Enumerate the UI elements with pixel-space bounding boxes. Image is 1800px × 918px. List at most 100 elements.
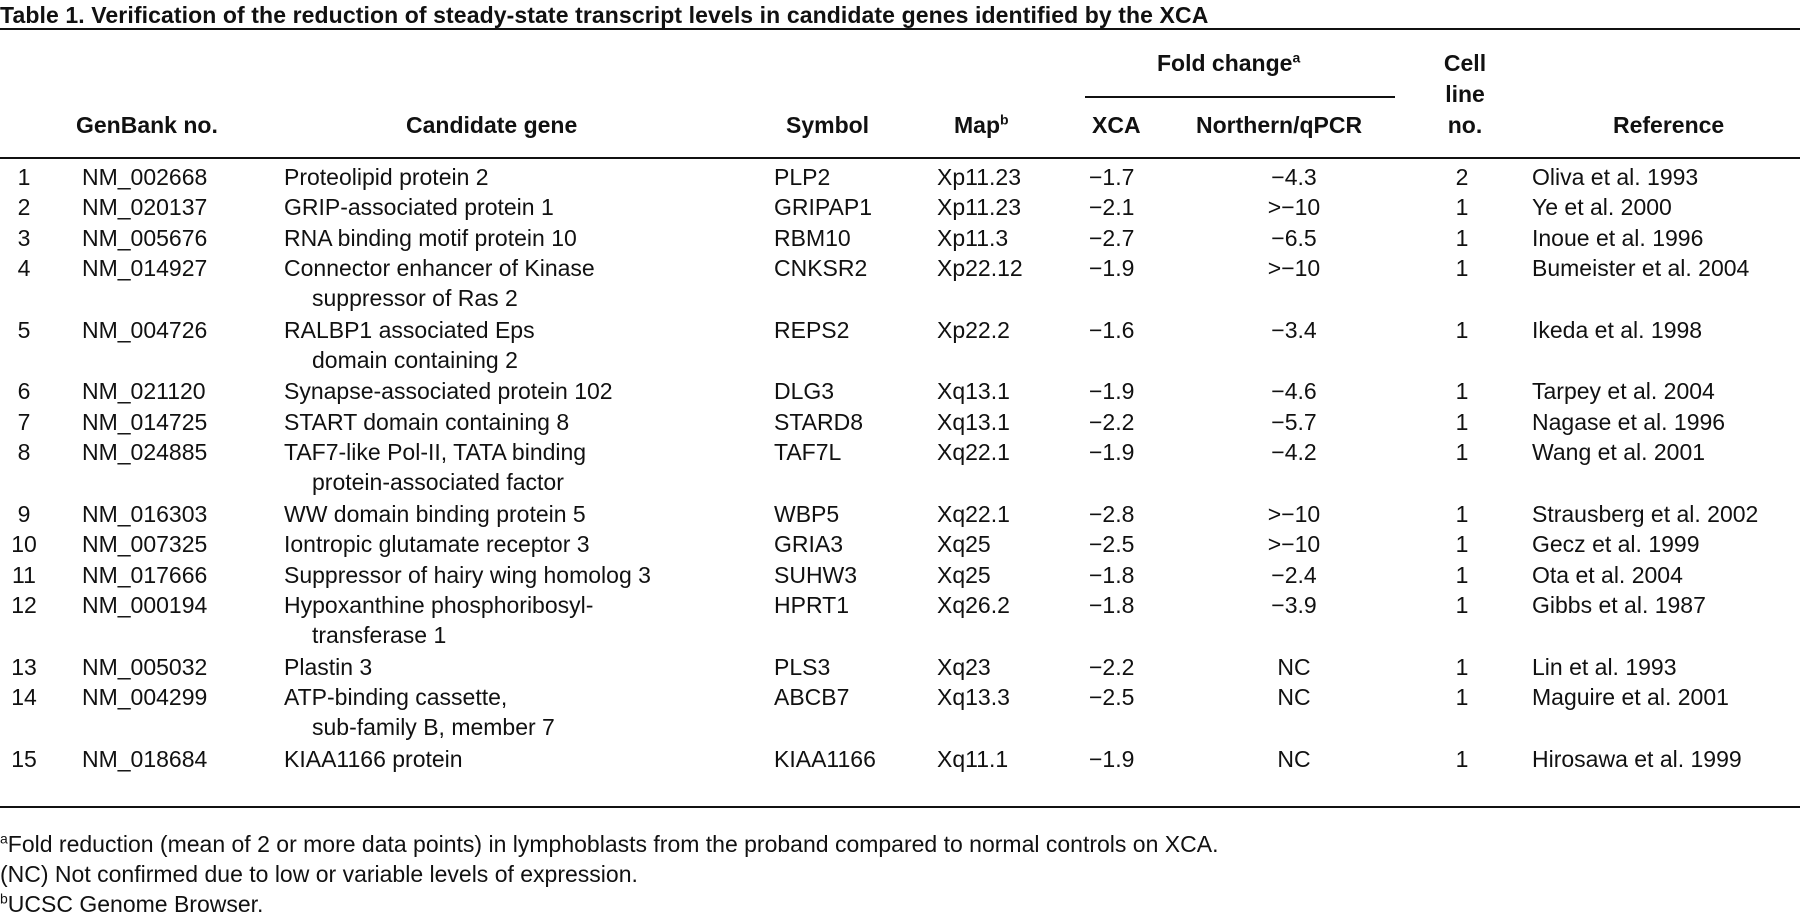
cell-genbank: NM_002668 [82, 164, 208, 190]
cell-reference: Oliva et al. 1993 [1532, 164, 1699, 190]
cell-candidate-gene: Connector enhancer of Kinase suppressor o… [284, 253, 595, 313]
cell-reference: Gibbs et al. 1987 [1532, 592, 1706, 618]
cell-genbank: NM_014927 [82, 255, 208, 281]
candidate-gene-line: Proteolipid protein 2 [284, 164, 489, 190]
footnote-b: bUCSC Genome Browser. [0, 891, 263, 918]
cell-map: Xp11.3 [937, 225, 1009, 251]
cell-cell-line: 1 [1455, 194, 1469, 220]
cell-cell-line: 1 [1455, 409, 1469, 435]
cell-map: Xq22.1 [937, 439, 1010, 465]
cell-row-number: 8 [17, 439, 31, 465]
cell-candidate-gene: TAF7-like Pol-II, TATA binding protein-as… [284, 437, 586, 497]
cell-xca: −1.8 [1089, 592, 1135, 618]
cell-symbol: KIAA1166 [774, 746, 876, 772]
candidate-gene-continuation: domain containing 2 [312, 347, 518, 373]
candidate-gene-line: Hypoxanthine phosphoribosyl- [284, 592, 594, 618]
cell-map: Xq26.2 [937, 592, 1010, 618]
cell-symbol: REPS2 [774, 317, 850, 343]
cell-genbank: NM_018684 [82, 746, 208, 772]
header-fold-change: Fold changea [1157, 50, 1300, 77]
header-map: Mapb [954, 112, 1009, 139]
table-title: Table 1. Verification of the reduction o… [0, 2, 1209, 28]
cell-map: Xp11.23 [937, 164, 1021, 190]
cell-candidate-gene: RALBP1 associated Eps domain containing 2 [284, 315, 535, 375]
candidate-gene-line: Connector enhancer of Kinase [284, 255, 595, 281]
cell-symbol: GRIA3 [774, 531, 844, 557]
cell-genbank: NM_024885 [82, 439, 208, 465]
header-rule [0, 157, 1800, 159]
cell-northern-qpcr: −2.4 [1271, 562, 1317, 588]
cell-row-number: 10 [11, 531, 37, 557]
cell-reference: Hirosawa et al. 1999 [1532, 746, 1742, 772]
cell-reference: Strausberg et al. 2002 [1532, 501, 1759, 527]
cell-reference: Ye et al. 2000 [1532, 194, 1672, 220]
header-xca: XCA [1092, 112, 1141, 138]
cell-northern-qpcr: −5.7 [1271, 409, 1317, 435]
cell-xca: −1.9 [1089, 255, 1135, 281]
cell-candidate-gene: START domain containing 8 [284, 407, 569, 437]
cell-candidate-gene: ATP-binding cassette, sub-family B, membe… [284, 682, 555, 742]
header-cell-line-3: no. [1447, 112, 1483, 138]
cell-symbol: PLS3 [774, 654, 831, 680]
cell-map: Xp22.2 [937, 317, 1010, 343]
header-map-label: Map [954, 112, 1000, 138]
cell-genbank: NM_017666 [82, 562, 208, 588]
header-candidate-gene: Candidate gene [406, 112, 578, 138]
header-genbank: GenBank no. [76, 112, 218, 138]
cell-xca: −2.8 [1089, 501, 1135, 527]
cell-xca: −1.7 [1089, 164, 1135, 190]
cell-reference: Ikeda et al. 1998 [1532, 317, 1703, 343]
footnote-b-mark: b [0, 890, 8, 907]
header-reference: Reference [1613, 112, 1725, 138]
header-symbol: Symbol [786, 112, 870, 138]
cell-cell-line: 1 [1455, 746, 1469, 772]
candidate-gene-line: TAF7-like Pol-II, TATA binding [284, 439, 587, 465]
cell-cell-line: 1 [1455, 439, 1469, 465]
cell-candidate-gene: Plastin 3 [284, 652, 372, 682]
candidate-gene-line: RNA binding motif protein 10 [284, 225, 577, 251]
cell-map: Xq23 [937, 654, 991, 680]
cell-cell-line: 1 [1455, 562, 1469, 588]
cell-candidate-gene: Iontropic glutamate receptor 3 [284, 529, 590, 559]
cell-northern-qpcr: −3.4 [1271, 317, 1317, 343]
cell-reference: Wang et al. 2001 [1532, 439, 1706, 465]
cell-cell-line: 1 [1455, 531, 1469, 557]
cell-symbol: SUHW3 [774, 562, 858, 588]
cell-xca: −2.7 [1089, 225, 1135, 251]
cell-row-number: 12 [11, 592, 37, 618]
cell-reference: Bumeister et al. 2004 [1532, 255, 1750, 281]
cell-map: Xq25 [937, 531, 991, 557]
cell-xca: −1.6 [1089, 317, 1135, 343]
cell-symbol: STARD8 [774, 409, 864, 435]
top-rule [0, 28, 1800, 30]
cell-row-number: 3 [17, 225, 31, 251]
cell-xca: −2.5 [1089, 531, 1135, 557]
candidate-gene-line: Plastin 3 [284, 654, 373, 680]
cell-reference: Maguire et al. 2001 [1532, 684, 1729, 710]
cell-xca: −1.8 [1089, 562, 1135, 588]
cell-cell-line: 1 [1455, 592, 1469, 618]
footnote-a-text: Fold reduction (mean of 2 or more data p… [7, 831, 1219, 857]
cell-cell-line: 1 [1455, 501, 1469, 527]
cell-row-number: 1 [17, 164, 31, 190]
cell-symbol: TAF7L [774, 439, 842, 465]
cell-reference: Tarpey et al. 2004 [1532, 378, 1715, 404]
cell-row-number: 5 [17, 317, 31, 343]
cell-row-number: 7 [17, 409, 31, 435]
cell-symbol: ABCB7 [774, 684, 850, 710]
cell-xca: −2.1 [1089, 194, 1135, 220]
header-cell-line-2: line [1445, 81, 1485, 107]
cell-genbank: NM_004299 [82, 684, 208, 710]
cell-reference: Ota et al. 2004 [1532, 562, 1683, 588]
cell-genbank: NM_007325 [82, 531, 208, 557]
cell-symbol: RBM10 [774, 225, 851, 251]
cell-candidate-gene: WW domain binding protein 5 [284, 499, 586, 529]
cell-cell-line: 1 [1455, 684, 1469, 710]
cell-xca: −2.5 [1089, 684, 1135, 710]
candidate-gene-line: ATP-binding cassette, [284, 684, 508, 710]
candidate-gene-line: Suppressor of hairy wing homolog 3 [284, 562, 651, 588]
cell-xca: −2.2 [1089, 654, 1135, 680]
cell-reference: Gecz et al. 1999 [1532, 531, 1700, 557]
candidate-gene-continuation: sub-family B, member 7 [312, 714, 555, 740]
